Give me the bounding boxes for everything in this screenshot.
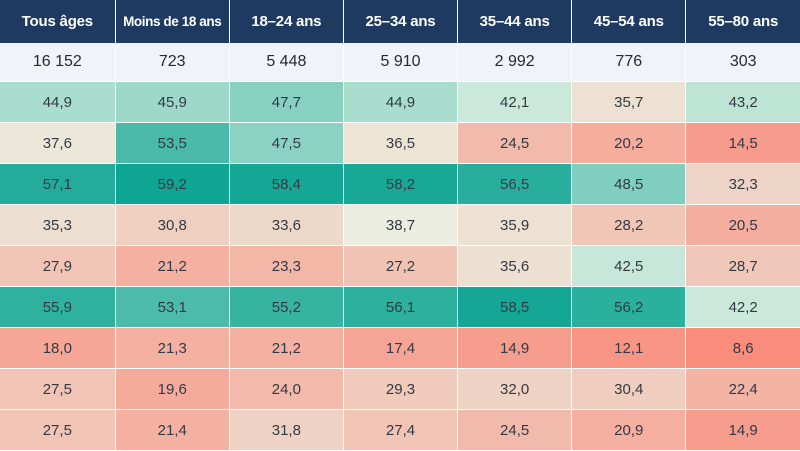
heatmap-cell: 44,9 [343, 81, 459, 123]
heatmap-cell: 48,5 [571, 163, 687, 205]
heatmap-cell: 27,5 [0, 368, 116, 410]
heatmap-cell: 20,2 [571, 122, 687, 164]
heatmap-cell: 19,6 [115, 368, 230, 410]
table-row: 27,5 21,4 31,8 27,4 24,5 20,9 14,9 [0, 409, 800, 451]
heatmap-cell: 33,6 [229, 204, 344, 246]
heatmap-cell: 35,9 [457, 204, 573, 246]
heatmap-cell: 37,6 [0, 122, 116, 164]
heatmap-cell: 14,9 [685, 409, 800, 451]
heatmap-cell: 57,1 [0, 163, 116, 205]
counts-row: 16 152 723 5 448 5 910 2 992 776 303 [0, 43, 800, 82]
heatmap-cell: 59,2 [115, 163, 230, 205]
heatmap-cell: 20,9 [571, 409, 687, 451]
heatmap-cell: 27,4 [343, 409, 459, 451]
column-header-35-44: 35–44 ans [457, 0, 573, 43]
count-cell: 2 992 [457, 43, 573, 82]
column-header-under-18: Moins de 18 ans [115, 0, 230, 43]
heatmap-cell: 58,4 [229, 163, 344, 205]
heatmap-cell: 36,5 [343, 122, 459, 164]
heatmap-cell: 27,5 [0, 409, 116, 451]
heatmap-cell: 47,7 [229, 81, 344, 123]
heatmap-cell: 24,5 [457, 409, 573, 451]
heatmap-cell: 53,5 [115, 122, 230, 164]
heatmap-cell: 28,7 [685, 245, 800, 287]
heatmap-cell: 14,5 [685, 122, 800, 164]
count-cell: 303 [685, 43, 800, 82]
table-row: 27,9 21,2 23,3 27,2 35,6 42,5 28,7 [0, 245, 800, 287]
table-row: 44,9 45,9 47,7 44,9 42,1 35,7 43,2 [0, 81, 800, 123]
heatmap-cell: 29,3 [343, 368, 459, 410]
heatmap-cell: 21,2 [115, 245, 230, 287]
heatmap-cell: 42,5 [571, 245, 687, 287]
table-row: 57,1 59,2 58,4 58,2 56,5 48,5 32,3 [0, 163, 800, 205]
heatmap-cell: 35,7 [571, 81, 687, 123]
heatmap-cell: 47,5 [229, 122, 344, 164]
heatmap-cell: 43,2 [685, 81, 800, 123]
heatmap-cell: 22,4 [685, 368, 800, 410]
column-header-18-24: 18–24 ans [229, 0, 344, 43]
heatmap-cell: 56,1 [343, 286, 459, 328]
heatmap-cell: 31,8 [229, 409, 344, 451]
heatmap-cell: 35,3 [0, 204, 116, 246]
heatmap-cell: 12,1 [571, 327, 687, 369]
heatmap-cell: 56,5 [457, 163, 573, 205]
heatmap-cell: 56,2 [571, 286, 687, 328]
heatmap-cell: 21,4 [115, 409, 230, 451]
heatmap-cell: 55,9 [0, 286, 116, 328]
heatmap-cell: 38,7 [343, 204, 459, 246]
heatmap-cell: 23,3 [229, 245, 344, 287]
column-header-55-80: 55–80 ans [685, 0, 800, 43]
count-cell: 776 [571, 43, 687, 82]
heatmap-cell: 14,9 [457, 327, 573, 369]
count-cell: 723 [115, 43, 230, 82]
heatmap-cell: 42,1 [457, 81, 573, 123]
column-header-45-54: 45–54 ans [571, 0, 687, 43]
heatmap-cell: 20,5 [685, 204, 800, 246]
count-cell: 5 448 [229, 43, 344, 82]
count-cell: 16 152 [0, 43, 116, 82]
heatmap-cell: 17,4 [343, 327, 459, 369]
count-cell: 5 910 [343, 43, 459, 82]
column-header-all-ages: Tous âges [0, 0, 116, 43]
heatmap-cell: 21,2 [229, 327, 344, 369]
heatmap-cell: 53,1 [115, 286, 230, 328]
table-row: 35,3 30,8 33,6 38,7 35,9 28,2 20,5 [0, 204, 800, 246]
heatmap-cell: 30,8 [115, 204, 230, 246]
heatmap-cell: 55,2 [229, 286, 344, 328]
header-row: Tous âges Moins de 18 ans 18–24 ans 25–3… [0, 0, 800, 43]
heatmap-cell: 32,3 [685, 163, 800, 205]
table-row: 55,9 53,1 55,2 56,1 58,5 56,2 42,2 [0, 286, 800, 328]
heatmap-cell: 21,3 [115, 327, 230, 369]
heatmap-cell: 27,9 [0, 245, 116, 287]
heatmap-cell: 28,2 [571, 204, 687, 246]
heatmap-cell: 58,5 [457, 286, 573, 328]
column-header-25-34: 25–34 ans [343, 0, 459, 43]
heatmap-cell: 58,2 [343, 163, 459, 205]
heatmap-cell: 44,9 [0, 81, 116, 123]
heatmap-cell: 32,0 [457, 368, 573, 410]
heatmap-cell: 30,4 [571, 368, 687, 410]
heatmap-cell: 42,2 [685, 286, 800, 328]
heatmap-cell: 8,6 [685, 327, 800, 369]
heatmap-cell: 18,0 [0, 327, 116, 369]
heatmap-cell: 45,9 [115, 81, 230, 123]
table-row: 37,6 53,5 47,5 36,5 24,5 20,2 14,5 [0, 122, 800, 164]
heatmap-cell: 24,0 [229, 368, 344, 410]
heatmap-cell: 24,5 [457, 122, 573, 164]
table-row: 18,0 21,3 21,2 17,4 14,9 12,1 8,6 [0, 327, 800, 369]
heatmap-cell: 27,2 [343, 245, 459, 287]
heatmap-cell: 35,6 [457, 245, 573, 287]
table-row: 27,5 19,6 24,0 29,3 32,0 30,4 22,4 [0, 368, 800, 410]
